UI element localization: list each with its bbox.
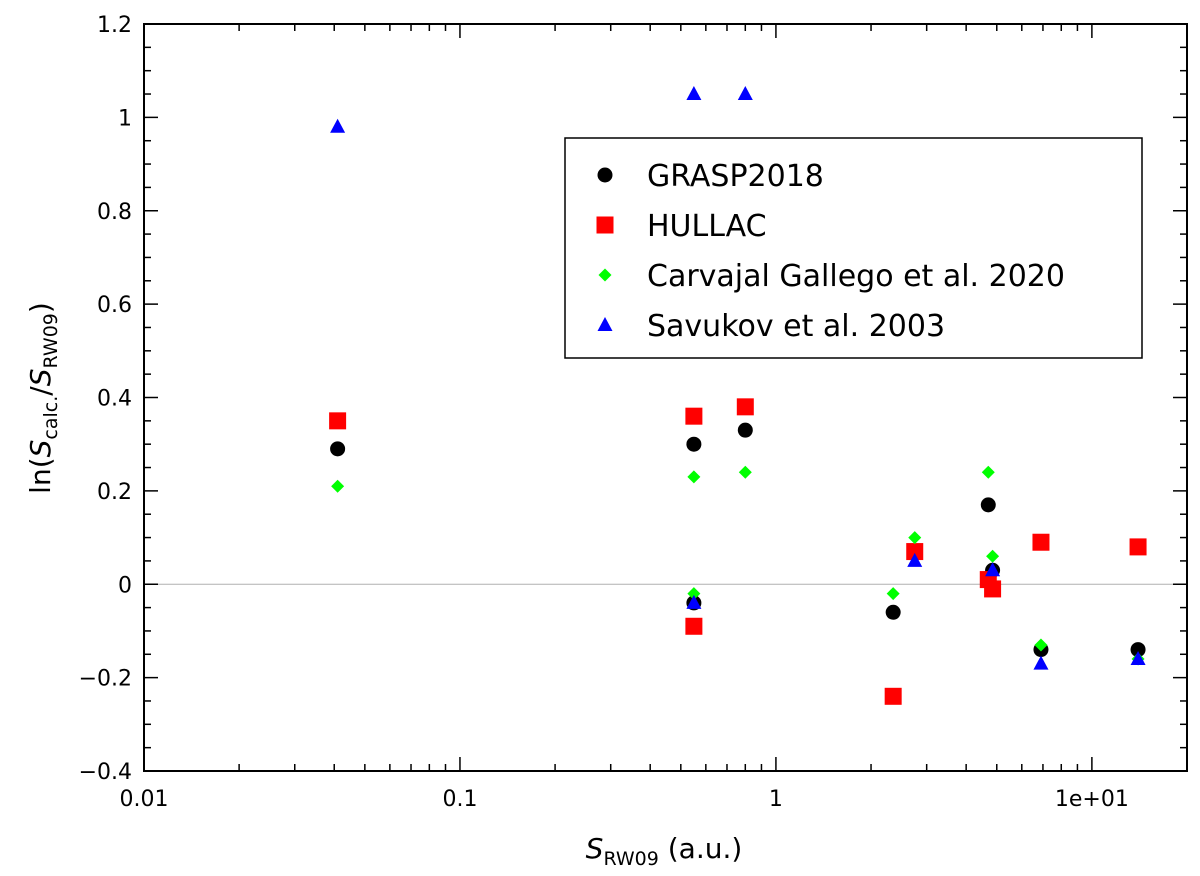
legend-marker-square: [596, 216, 614, 234]
series-savukov-et-al-2003: [330, 86, 1146, 670]
data-point-triangle: [737, 86, 753, 101]
legend: GRASP2018 HULLAC Carvajal Gallego et al. 2…: [564, 137, 1143, 359]
x-tick-label: 1e+01: [1055, 787, 1129, 812]
data-point-diamond: [908, 531, 922, 545]
data-point-triangle: [686, 86, 702, 101]
legend-label: GRASP2018: [647, 159, 824, 194]
data-point-diamond: [1034, 638, 1048, 652]
data-point-triangle: [330, 118, 346, 133]
data-point-triangle: [1033, 655, 1049, 670]
data-point-diamond: [331, 479, 345, 493]
data-point-square: [1129, 538, 1147, 556]
y-tick-label: −0.4: [79, 760, 132, 785]
data-point-diamond: [738, 465, 752, 479]
data-point-diamond: [981, 465, 995, 479]
data-point-square: [1032, 533, 1050, 551]
data-point-triangle: [907, 552, 923, 567]
data-point-triangle: [686, 594, 702, 609]
legend-label: Carvajal Gallego et al. 2020: [647, 259, 1065, 294]
data-point-square: [685, 617, 703, 635]
data-point-circle: [980, 497, 996, 513]
data-point-diamond: [687, 587, 701, 601]
data-point-circle: [330, 441, 346, 457]
data-point-square: [685, 407, 703, 425]
legend-label: HULLAC: [647, 209, 767, 244]
legend-label: Savukov et al. 2003: [647, 309, 945, 344]
x-tick-label: 0.01: [120, 787, 169, 812]
x-tick-label: 1: [769, 787, 783, 812]
x-axis-title: SRW09 (a.u.): [586, 832, 743, 870]
data-point-square: [736, 398, 754, 416]
legend-marker-diamond: [598, 268, 612, 282]
data-point-square: [984, 580, 1002, 598]
data-point-circle: [885, 604, 901, 620]
data-point-diamond: [986, 549, 1000, 563]
data-point-diamond: [886, 587, 900, 601]
x-tick-label: 0.1: [442, 787, 477, 812]
y-tick-label: 1: [118, 106, 132, 131]
data-point-diamond: [687, 470, 701, 484]
y-tick-label: −0.2: [79, 667, 132, 692]
y-tick-label: 1.2: [97, 13, 132, 38]
legend-marker-circle: [597, 167, 613, 183]
data-point-circle: [1130, 642, 1146, 658]
y-tick-label: 0.6: [97, 293, 132, 318]
data-point-square: [329, 412, 347, 430]
plot-frame: [143, 23, 1188, 772]
data-point-square: [906, 543, 924, 561]
data-point-triangle: [985, 562, 1001, 577]
axes: −0.4 −0.2 0 0.2 0.4 0.6 0.8 1 1.2 0.01 0.1 1 1e+01: [79, 13, 1188, 812]
series-hullac: [329, 398, 1147, 705]
y-axis-title: ln(Scalc./SRW09): [24, 302, 62, 494]
legend-box: [564, 137, 1143, 359]
y-tick-label: 0.8: [97, 200, 132, 225]
data-point-square: [884, 687, 902, 705]
y-tick-label: 0.2: [97, 480, 132, 505]
series-grasp2018: [330, 422, 1146, 658]
data-point-circle: [737, 422, 753, 438]
data-point-circle: [686, 436, 702, 452]
y-tick-label: 0.4: [97, 387, 132, 412]
y-tick-label: 0: [118, 573, 132, 598]
data-point-triangle: [1130, 650, 1146, 665]
legend-marker-triangle: [597, 317, 613, 331]
series-carvajal-gallego-et-al-2020: [331, 465, 1145, 666]
data-marks: [329, 86, 1147, 705]
